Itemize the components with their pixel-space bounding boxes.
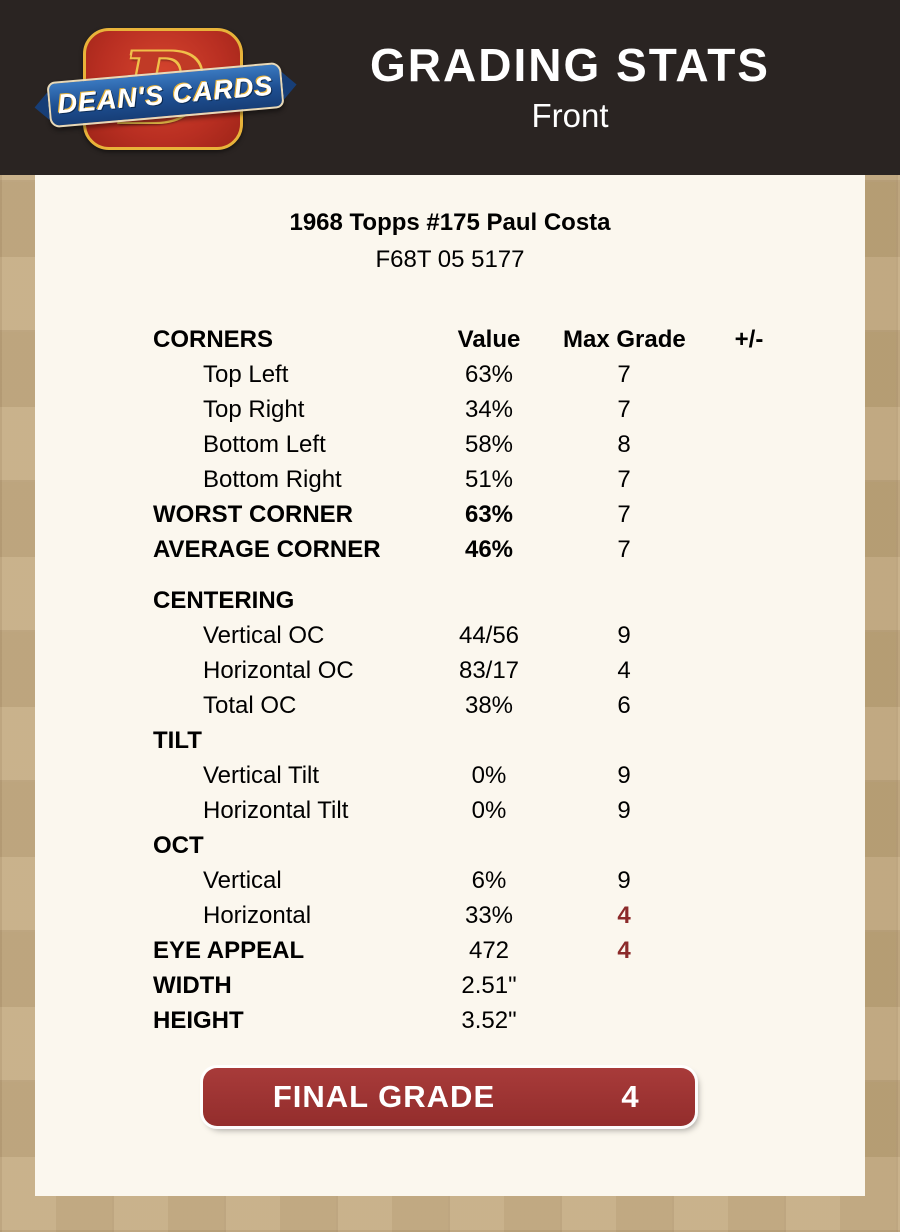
- final-grade-button[interactable]: FINAL GRADE 4: [203, 1068, 695, 1126]
- row-value: 472: [468, 937, 510, 964]
- row-label: Bottom Left: [203, 431, 326, 458]
- row-max-grade: 9: [617, 622, 631, 649]
- row-label: CENTERING: [153, 587, 295, 614]
- row-value: 58%: [464, 431, 514, 458]
- table-row: Horizontal OC 83/17 4: [153, 653, 813, 688]
- row-label: Vertical OC: [203, 622, 325, 649]
- row-label: OCT: [153, 832, 204, 859]
- row-max-grade: 7: [617, 536, 631, 563]
- row-label: Horizontal: [203, 902, 312, 929]
- table-row: OCT: [153, 828, 813, 863]
- table-row: Bottom Left 58% 8: [153, 427, 813, 462]
- row-label: TILT: [153, 727, 202, 754]
- row-value: 3.52": [461, 1007, 517, 1034]
- row-max-grade: 7: [617, 396, 631, 423]
- table-row: EYE APPEAL 472 4: [153, 933, 813, 968]
- row-max-grade: 4: [617, 937, 631, 964]
- row-value: 44/56: [458, 622, 520, 649]
- table-row: Horizontal Tilt 0% 9: [153, 793, 813, 828]
- column-header-plus-minus: +/-: [734, 326, 764, 353]
- row-label: HEIGHT: [153, 1007, 244, 1034]
- row-max-grade: 4: [617, 657, 631, 684]
- row-label: Top Left: [203, 361, 289, 388]
- table-row: Top Right 34% 7: [153, 392, 813, 427]
- row-max-grade: 9: [617, 867, 631, 894]
- card-code: F68T 05 5177: [375, 246, 525, 273]
- row-label: Top Right: [203, 396, 305, 423]
- table-row: TILT: [153, 723, 813, 758]
- table-row: Vertical Tilt 0% 9: [153, 758, 813, 793]
- table-row: Total OC 38% 6: [153, 688, 813, 723]
- row-max-grade: 6: [617, 692, 631, 719]
- row-value: 34%: [464, 396, 514, 423]
- row-value: 0%: [471, 762, 507, 789]
- final-grade-label: FINAL GRADE: [272, 1079, 496, 1114]
- page-title: GRADING STATS: [370, 39, 770, 92]
- row-label: Vertical Tilt: [203, 762, 320, 789]
- page-subtitle: Front: [531, 96, 609, 134]
- row-max-grade: 8: [617, 431, 631, 458]
- stats-panel: 1968 Topps #175 Paul Costa F68T 05 5177 …: [35, 175, 865, 1196]
- row-max-grade: 9: [617, 797, 631, 824]
- row-value: 0%: [471, 797, 507, 824]
- table-row: Vertical OC 44/56 9: [153, 618, 813, 653]
- column-header-max-grade: Max Grade: [563, 326, 686, 353]
- row-label: Horizontal OC: [203, 657, 354, 684]
- row-label: WIDTH: [153, 972, 232, 999]
- row-label: Horizontal Tilt: [203, 797, 349, 824]
- header-title-block: GRADING STATS Front: [290, 0, 850, 175]
- stats-table: CORNERS Value Max Grade +/- Top Left 63% 7…: [153, 322, 813, 1038]
- row-label: Bottom Right: [203, 466, 342, 493]
- row-label: Total OC: [203, 692, 297, 719]
- row-max-grade: 4: [617, 902, 631, 929]
- row-label: EYE APPEAL: [153, 937, 305, 964]
- row-label: Vertical: [203, 867, 282, 894]
- deans-cards-logo: D DEAN'S CARDS: [46, 26, 285, 156]
- row-label: WORST CORNER: [153, 501, 353, 528]
- row-value: 33%: [464, 902, 514, 929]
- table-row: CENTERING: [153, 583, 813, 618]
- card-title: 1968 Topps #175 Paul Costa: [289, 209, 611, 236]
- row-value: 38%: [464, 692, 514, 719]
- table-row: Top Left 63% 7: [153, 357, 813, 392]
- row-label: AVERAGE CORNER: [153, 536, 381, 563]
- row-value: 63%: [464, 501, 514, 528]
- row-max-grade: 7: [617, 501, 631, 528]
- column-header-corners: CORNERS: [153, 326, 274, 353]
- row-max-grade: 7: [617, 466, 631, 493]
- row-max-grade: 7: [617, 361, 631, 388]
- final-grade-value: 4: [621, 1079, 639, 1114]
- row-value: 51%: [464, 466, 514, 493]
- column-header-value: Value: [457, 326, 521, 353]
- table-row: AVERAGE CORNER 46% 7: [153, 532, 813, 567]
- header-bar: D DEAN'S CARDS GRADING STATS Front: [0, 0, 900, 175]
- table-row: Vertical 6% 9: [153, 863, 813, 898]
- row-value: 83/17: [458, 657, 520, 684]
- row-value: 2.51": [461, 972, 517, 999]
- table-header-row: CORNERS Value Max Grade +/-: [153, 322, 813, 357]
- table-row: WORST CORNER 63% 7: [153, 497, 813, 532]
- row-value: 63%: [464, 361, 514, 388]
- table-row: HEIGHT 3.52": [153, 1003, 813, 1038]
- table-row: Bottom Right 51% 7: [153, 462, 813, 497]
- row-value: 6%: [471, 867, 507, 894]
- row-value: 46%: [464, 536, 514, 563]
- row-max-grade: 9: [617, 762, 631, 789]
- table-row: WIDTH 2.51": [153, 968, 813, 1003]
- stats-rows: Top Left 63% 7 Top Right 34% 7 Bottom Left 58% 8…: [153, 357, 813, 1038]
- table-row: Horizontal 33% 4: [153, 898, 813, 933]
